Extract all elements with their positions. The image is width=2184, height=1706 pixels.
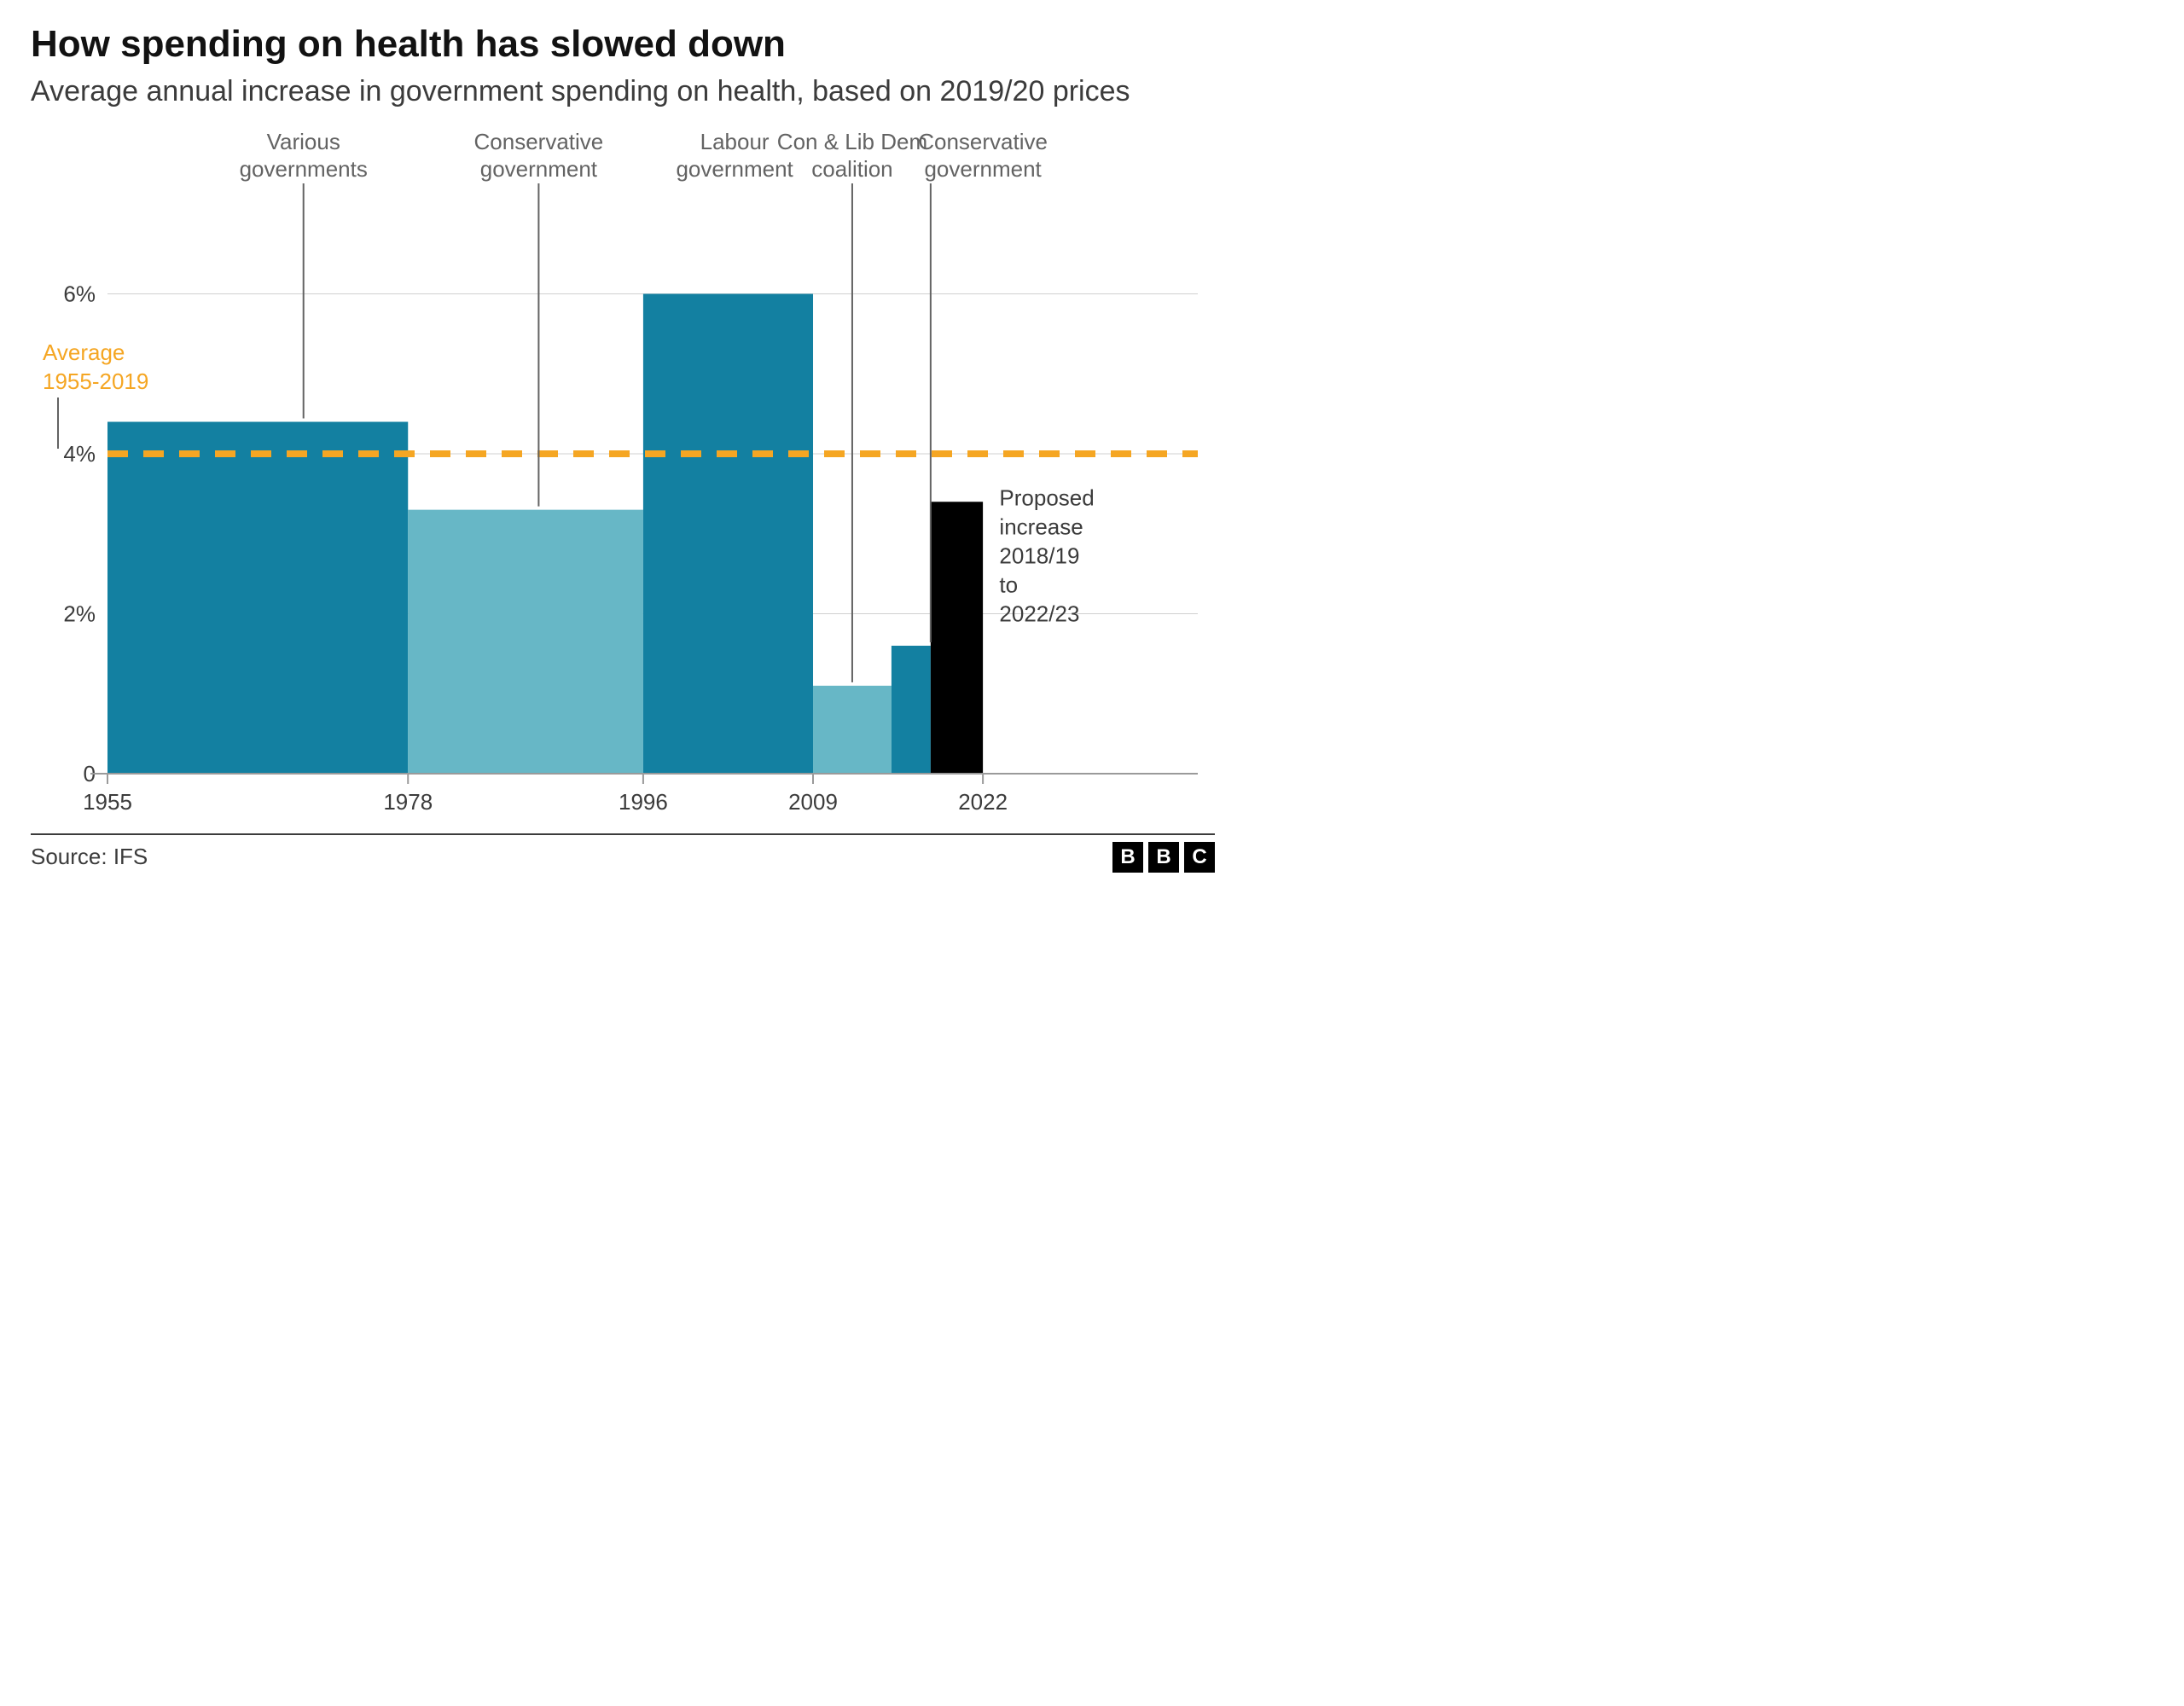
x-tick-label: 1978 [383, 789, 433, 815]
proposed-note: to [999, 572, 1018, 597]
bar-callout: Con & Lib Dem [777, 129, 927, 154]
x-tick-label: 2009 [788, 789, 838, 815]
chart-title: How spending on health has slowed down [31, 24, 1215, 65]
bar [107, 421, 408, 774]
chart-area: 02%4%6%Average1955-201919551978199620092… [31, 125, 1215, 825]
average-label: Average [43, 339, 125, 365]
chart-subtitle: Average annual increase in government sp… [31, 73, 1215, 110]
proposed-note: Proposed [999, 485, 1094, 510]
bbc-letter: B [1112, 842, 1143, 873]
x-tick-label: 2022 [958, 789, 1008, 815]
bar [813, 686, 892, 774]
bar-callout: government [480, 156, 598, 182]
bar [408, 510, 643, 774]
bar-callout: government [676, 156, 793, 182]
svg-text:6%: 6% [63, 281, 96, 306]
x-tick-label: 1955 [83, 789, 132, 815]
footer-rule [31, 833, 1215, 835]
bar [892, 646, 931, 774]
bar-callout: Various [267, 129, 340, 154]
bar [931, 502, 983, 774]
x-tick-label: 1996 [619, 789, 668, 815]
svg-text:4%: 4% [63, 441, 96, 467]
average-label: 1955-2019 [43, 368, 148, 394]
proposed-note: 2022/23 [999, 601, 1079, 626]
bar [643, 293, 813, 774]
bar-chart: 02%4%6%Average1955-201919551978199620092… [31, 125, 1215, 825]
bar-callout: government [924, 156, 1042, 182]
bar-callout: governments [240, 156, 368, 182]
bar-callout: Labour [700, 129, 770, 154]
bbc-logo: B B C [1112, 842, 1215, 873]
bar-callout: Conservative [918, 129, 1048, 154]
bar-callout: coalition [811, 156, 892, 182]
bbc-letter: C [1184, 842, 1215, 873]
proposed-note: 2018/19 [999, 543, 1079, 568]
svg-text:2%: 2% [63, 601, 96, 626]
bbc-letter: B [1148, 842, 1179, 873]
proposed-note: increase [999, 514, 1083, 539]
source-text: Source: IFS [31, 844, 148, 870]
bar-callout: Conservative [474, 129, 604, 154]
